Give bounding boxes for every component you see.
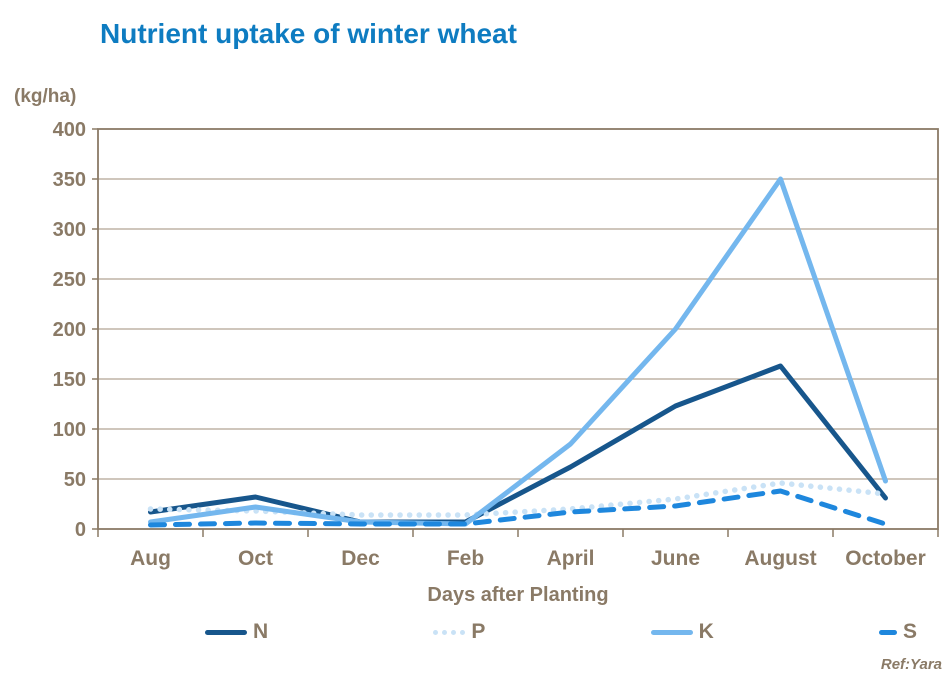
legend-label-n: N xyxy=(253,620,269,643)
y-axis-unit-label: (kg/ha) xyxy=(14,86,77,107)
legend-item-n: N xyxy=(205,620,268,644)
x-tick-label: Aug xyxy=(130,547,171,570)
series-line-N xyxy=(148,363,888,525)
y-tick-label: 50 xyxy=(64,469,86,491)
legend-item-s: S xyxy=(878,620,917,644)
x-tick-label: Oct xyxy=(238,547,273,570)
y-tick-label: 400 xyxy=(53,119,86,141)
x-tick-label: June xyxy=(651,547,700,570)
chart-title: Nutrient uptake of winter wheat xyxy=(100,18,517,49)
x-tick-label: April xyxy=(547,547,595,570)
legend-item-k: K xyxy=(650,620,714,644)
y-tick-label: 150 xyxy=(53,369,86,391)
series-line-S xyxy=(148,488,888,528)
legend-swatch-k-line xyxy=(650,629,693,635)
legend-label-s: S xyxy=(902,620,917,643)
x-tick-label: Dec xyxy=(341,547,380,570)
legend-swatch-n-line xyxy=(205,629,247,635)
x-tick-label: October xyxy=(845,547,926,570)
y-tick-label: 350 xyxy=(53,169,86,191)
chart-legend: N P K S xyxy=(205,620,917,644)
y-tick-label: 250 xyxy=(53,269,86,291)
legend-swatch-p-dots xyxy=(433,629,466,635)
x-tick-label: Feb xyxy=(447,547,484,570)
legend-item-p: P xyxy=(433,620,485,644)
legend-swatch-s-dash xyxy=(878,629,897,635)
x-axis-title: Days after Planting xyxy=(427,584,609,606)
y-tick-label: 300 xyxy=(53,219,86,241)
y-tick-label: 200 xyxy=(53,319,86,341)
y-tick-label: 0 xyxy=(75,519,86,541)
legend-label-p: P xyxy=(471,620,486,643)
series-line-K xyxy=(148,176,888,527)
y-tick-label: 100 xyxy=(53,419,86,441)
legend-label-k: K xyxy=(698,620,714,643)
x-tick-label: August xyxy=(744,547,816,570)
reference-note: Ref:Yara xyxy=(880,656,942,673)
